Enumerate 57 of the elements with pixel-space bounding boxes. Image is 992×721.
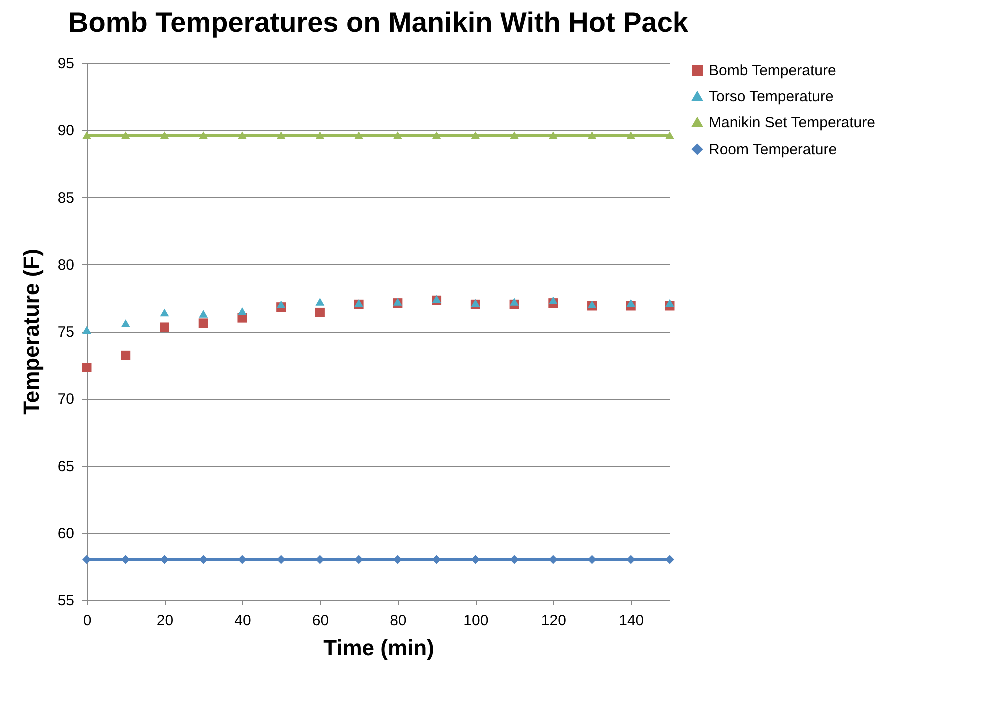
x-axis-title: Time (min)	[324, 636, 434, 660]
point	[121, 350, 131, 360]
x-tick-label: 60	[312, 612, 330, 630]
y-tick-label: 90	[58, 122, 74, 140]
chart-title: Bomb Temperatures on Manikin With Hot Pack	[68, 7, 689, 38]
y-tick-label: 80	[58, 256, 74, 274]
y-tick-label: 95	[58, 56, 74, 72]
point	[626, 299, 636, 308]
legend-label: Manikin Set Temperature	[709, 114, 876, 132]
point	[626, 132, 636, 140]
legend-label: Room Temperature	[709, 142, 838, 158]
point	[588, 132, 597, 140]
x-tick-label: 20	[156, 612, 174, 630]
point	[548, 132, 558, 140]
x-tick-label: 140	[619, 612, 644, 630]
point	[471, 132, 480, 140]
point	[510, 298, 520, 306]
point	[393, 298, 402, 306]
x-tick-label: 40	[234, 612, 252, 630]
point	[393, 132, 402, 140]
x-tick-label: 120	[541, 612, 566, 630]
y-tick-label: 70	[58, 391, 74, 408]
point	[121, 132, 130, 140]
point	[82, 555, 92, 564]
legend-label: Bomb Temperature	[709, 62, 836, 80]
point	[548, 296, 558, 304]
y-tick-label: 60	[58, 525, 74, 542]
point	[316, 132, 325, 140]
point	[276, 132, 286, 140]
point	[199, 310, 208, 318]
point	[238, 307, 247, 316]
point	[238, 132, 247, 140]
point	[510, 132, 520, 140]
point	[160, 322, 170, 332]
point	[315, 308, 325, 318]
y-tick-label: 65	[58, 458, 74, 476]
point	[199, 132, 208, 140]
legend-label: Torso Temperature	[709, 88, 834, 106]
point	[160, 132, 170, 140]
point	[276, 300, 286, 309]
y-axis-title: Temperature (F)	[18, 249, 44, 415]
x-tick-label: 100	[464, 612, 489, 630]
x-tick-label: 80	[390, 612, 407, 630]
point	[121, 320, 130, 328]
point	[82, 363, 92, 372]
y-tick-label: 55	[58, 592, 74, 610]
point	[316, 298, 325, 306]
y-tick-label: 75	[58, 324, 74, 341]
point	[666, 555, 674, 564]
point	[432, 132, 442, 140]
point	[354, 132, 364, 140]
x-tick-label: 0	[83, 612, 92, 630]
point	[198, 318, 208, 328]
point	[160, 308, 170, 317]
point	[666, 132, 674, 140]
y-tick-label: 85	[58, 190, 74, 207]
point	[666, 299, 674, 308]
